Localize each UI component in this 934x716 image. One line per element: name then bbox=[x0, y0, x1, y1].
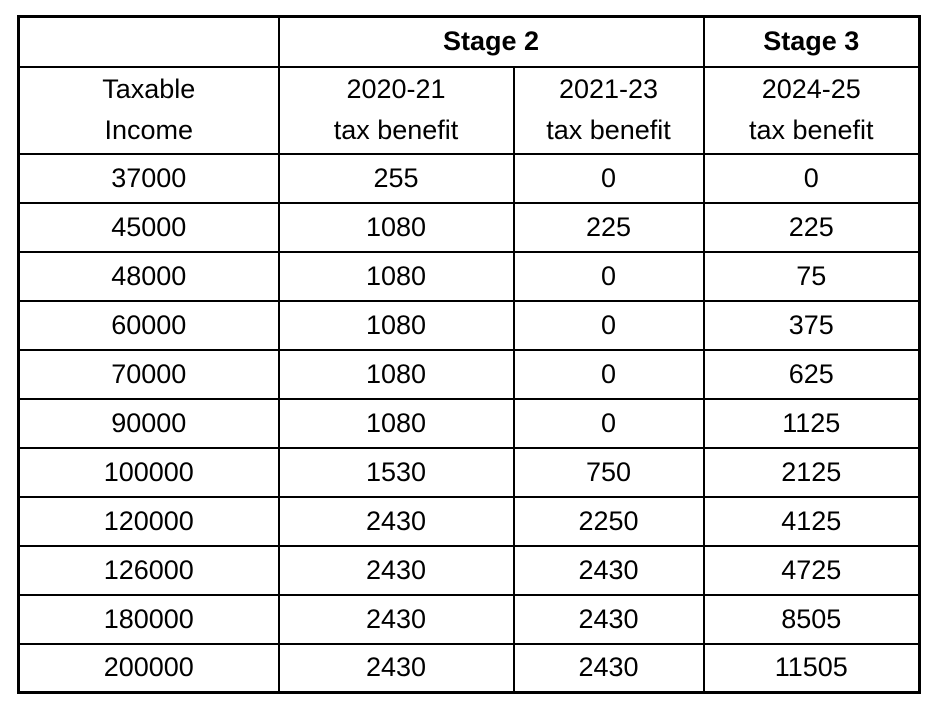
stage2-2021-23-cell: 750 bbox=[512, 446, 705, 498]
taxable-income-header-line2: Income bbox=[104, 115, 194, 145]
stage2-2021-23-cell: 2430 bbox=[512, 642, 705, 694]
taxable-income-cell: 60000 bbox=[17, 299, 280, 351]
stage2-2020-21-cell: 2430 bbox=[277, 593, 515, 645]
stage2-2020-21-cell: 1530 bbox=[277, 446, 515, 498]
stage2-2021-23-cell: 0 bbox=[512, 299, 705, 351]
table-row: 70000 1080 0 625 bbox=[17, 348, 921, 400]
table-row: 100000 1530 750 2125 bbox=[17, 446, 921, 498]
stage3-2024-25-cell: 4125 bbox=[702, 495, 921, 547]
table-body: 37000 255 0 0 45000 1080 225 225 48000 1080 0 75 600… bbox=[17, 152, 921, 694]
stage3-2024-25-cell: 4725 bbox=[702, 544, 921, 596]
stage2-2021-23-cell: 0 bbox=[512, 397, 705, 449]
stage3-2024-25-cell: 2125 bbox=[702, 446, 921, 498]
benefit-2020-21-header-line2: tax benefit bbox=[333, 115, 459, 145]
table-row: 200000 2430 2430 11505 bbox=[17, 642, 921, 694]
taxable-income-cell: 180000 bbox=[17, 593, 280, 645]
taxable-income-header-line1: Taxable bbox=[102, 73, 196, 104]
blank-corner-cell bbox=[17, 15, 280, 68]
stage2-2020-21-cell: 255 bbox=[277, 152, 515, 204]
stage2-header: Stage 2 bbox=[277, 15, 705, 68]
benefit-2021-23-header-line2: tax benefit bbox=[546, 115, 671, 145]
stage3-2024-25-cell: 1125 bbox=[702, 397, 921, 449]
table-row: 90000 1080 0 1125 bbox=[17, 397, 921, 449]
taxable-income-cell: 90000 bbox=[17, 397, 280, 449]
benefit-2024-25-header: 2024-25 tax benefit bbox=[702, 65, 921, 155]
taxable-income-cell: 70000 bbox=[17, 348, 280, 400]
stage2-2020-21-cell: 1080 bbox=[277, 348, 515, 400]
table-row: 180000 2430 2430 8505 bbox=[17, 593, 921, 645]
stage3-2024-25-cell: 375 bbox=[702, 299, 921, 351]
stage2-2021-23-cell: 0 bbox=[512, 250, 705, 302]
taxable-income-cell: 200000 bbox=[17, 642, 280, 694]
stage3-2024-25-cell: 625 bbox=[702, 348, 921, 400]
stage2-2021-23-cell: 225 bbox=[512, 201, 705, 253]
stage2-2020-21-cell: 2430 bbox=[277, 642, 515, 694]
table-row: 48000 1080 0 75 bbox=[17, 250, 921, 302]
column-header-row: Taxable Income 2020-21 tax benefit 2021-23… bbox=[17, 65, 921, 155]
stage3-2024-25-cell: 8505 bbox=[702, 593, 921, 645]
stage2-2021-23-cell: 2430 bbox=[512, 544, 705, 596]
benefit-2020-21-header-line1: 2020-21 bbox=[346, 73, 446, 104]
table-row: 45000 1080 225 225 bbox=[17, 201, 921, 253]
benefit-2024-25-header-line2: tax benefit bbox=[748, 115, 874, 145]
taxable-income-cell: 45000 bbox=[17, 201, 280, 253]
table-row: 126000 2430 2430 4725 bbox=[17, 544, 921, 596]
stage3-2024-25-cell: 225 bbox=[702, 201, 921, 253]
stage2-2021-23-cell: 0 bbox=[512, 152, 705, 204]
stage2-2020-21-cell: 2430 bbox=[277, 544, 515, 596]
taxable-income-cell: 37000 bbox=[17, 152, 280, 204]
taxable-income-cell: 126000 bbox=[17, 544, 280, 596]
stage2-2020-21-cell: 2430 bbox=[277, 495, 515, 547]
stage2-2021-23-cell: 2430 bbox=[512, 593, 705, 645]
stage3-2024-25-cell: 0 bbox=[702, 152, 921, 204]
table-row: 37000 255 0 0 bbox=[17, 152, 921, 204]
stage2-2020-21-cell: 1080 bbox=[277, 397, 515, 449]
stage3-header: Stage 3 bbox=[702, 15, 921, 68]
stage3-2024-25-cell: 11505 bbox=[702, 642, 921, 694]
stage-header-row: Stage 2 Stage 3 bbox=[17, 15, 921, 68]
benefit-2020-21-header: 2020-21 tax benefit bbox=[277, 65, 515, 155]
taxable-income-cell: 100000 bbox=[17, 446, 280, 498]
stage2-2021-23-cell: 2250 bbox=[512, 495, 705, 547]
table-row: 120000 2430 2250 4125 bbox=[17, 495, 921, 547]
stage2-2020-21-cell: 1080 bbox=[277, 299, 515, 351]
tax-benefit-table: Stage 2 Stage 3 Taxable Income 2020-21 tax… bbox=[17, 15, 922, 694]
stage2-2020-21-cell: 1080 bbox=[277, 201, 515, 253]
benefit-2021-23-header-line1: 2021-23 bbox=[558, 73, 659, 104]
taxable-income-cell: 48000 bbox=[17, 250, 280, 302]
stage2-2020-21-cell: 1080 bbox=[277, 250, 515, 302]
benefit-2021-23-header: 2021-23 tax benefit bbox=[512, 65, 705, 155]
stage2-2021-23-cell: 0 bbox=[512, 348, 705, 400]
table-row: 60000 1080 0 375 bbox=[17, 299, 921, 351]
stage3-2024-25-cell: 75 bbox=[702, 250, 921, 302]
taxable-income-cell: 120000 bbox=[17, 495, 280, 547]
taxable-income-header: Taxable Income bbox=[17, 65, 280, 155]
benefit-2024-25-header-line1: 2024-25 bbox=[761, 73, 861, 104]
